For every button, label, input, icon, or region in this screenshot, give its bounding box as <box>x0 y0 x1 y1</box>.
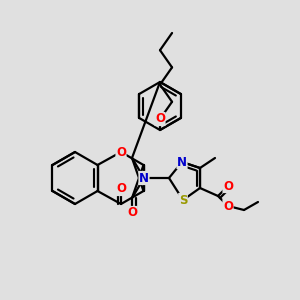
Text: O: O <box>223 179 233 193</box>
Text: O: O <box>116 146 126 158</box>
Text: O: O <box>155 112 165 125</box>
Text: O: O <box>127 206 137 220</box>
Text: N: N <box>139 172 149 184</box>
Text: O: O <box>116 182 126 196</box>
Text: N: N <box>177 155 187 169</box>
Text: O: O <box>223 200 233 212</box>
Text: S: S <box>179 194 187 206</box>
